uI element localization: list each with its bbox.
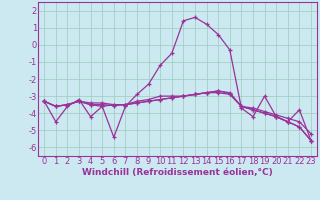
X-axis label: Windchill (Refroidissement éolien,°C): Windchill (Refroidissement éolien,°C) [82, 168, 273, 177]
